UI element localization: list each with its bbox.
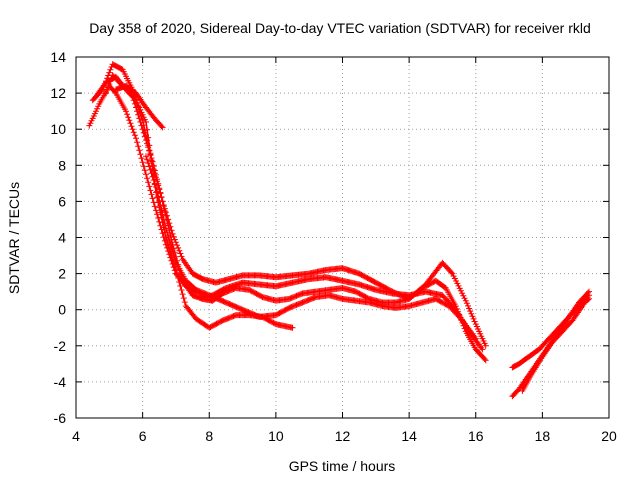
series-markers	[519, 292, 592, 394]
series-markers	[103, 72, 489, 364]
x-tick-labels: 4 6 8 10 12 14 16 18 20	[72, 428, 617, 444]
y-tick-label: 0	[58, 302, 66, 318]
series-pass-d	[103, 72, 489, 364]
y-tick-label: -6	[54, 410, 67, 426]
x-tick-label: 16	[468, 428, 484, 444]
y-axis-label: SDTVAR / TECUs	[6, 182, 22, 294]
y-tick-label: -4	[54, 374, 67, 390]
y-tick-label: 10	[50, 121, 66, 137]
y-tick-label: -2	[54, 338, 67, 354]
series-markers	[113, 82, 166, 131]
y-tick-label: 12	[50, 85, 66, 101]
series-line	[145, 155, 477, 340]
y-tick-label: 2	[58, 266, 66, 282]
grid	[76, 57, 609, 418]
x-tick-label: 12	[335, 428, 351, 444]
series-pass-e	[143, 153, 479, 342]
y-tick-labels: -6 -4 -2 0 2 4 6 8 10 12 14	[50, 49, 66, 426]
chart-title: Day 358 of 2020, Sidereal Day-to-day VTE…	[89, 20, 591, 36]
y-tick-label: 8	[58, 157, 66, 173]
y-tick-label: 6	[58, 193, 66, 209]
x-tick-label: 20	[601, 428, 617, 444]
x-tick-label: 4	[72, 428, 80, 444]
series-pass-i	[519, 292, 592, 394]
x-tick-label: 10	[268, 428, 284, 444]
series-line	[91, 63, 487, 347]
x-axis-label: GPS time / hours	[289, 458, 396, 474]
y-tick-label: 14	[50, 49, 66, 65]
x-tick-label: 14	[401, 428, 417, 444]
axis-ticks	[75, 56, 610, 419]
y-tick-label: 4	[58, 230, 66, 246]
series-pass-f	[113, 82, 166, 131]
x-tick-label: 6	[139, 428, 147, 444]
series-markers	[143, 153, 479, 342]
x-tick-label: 18	[535, 428, 551, 444]
x-tick-label: 8	[205, 428, 213, 444]
series-layer	[86, 61, 592, 400]
